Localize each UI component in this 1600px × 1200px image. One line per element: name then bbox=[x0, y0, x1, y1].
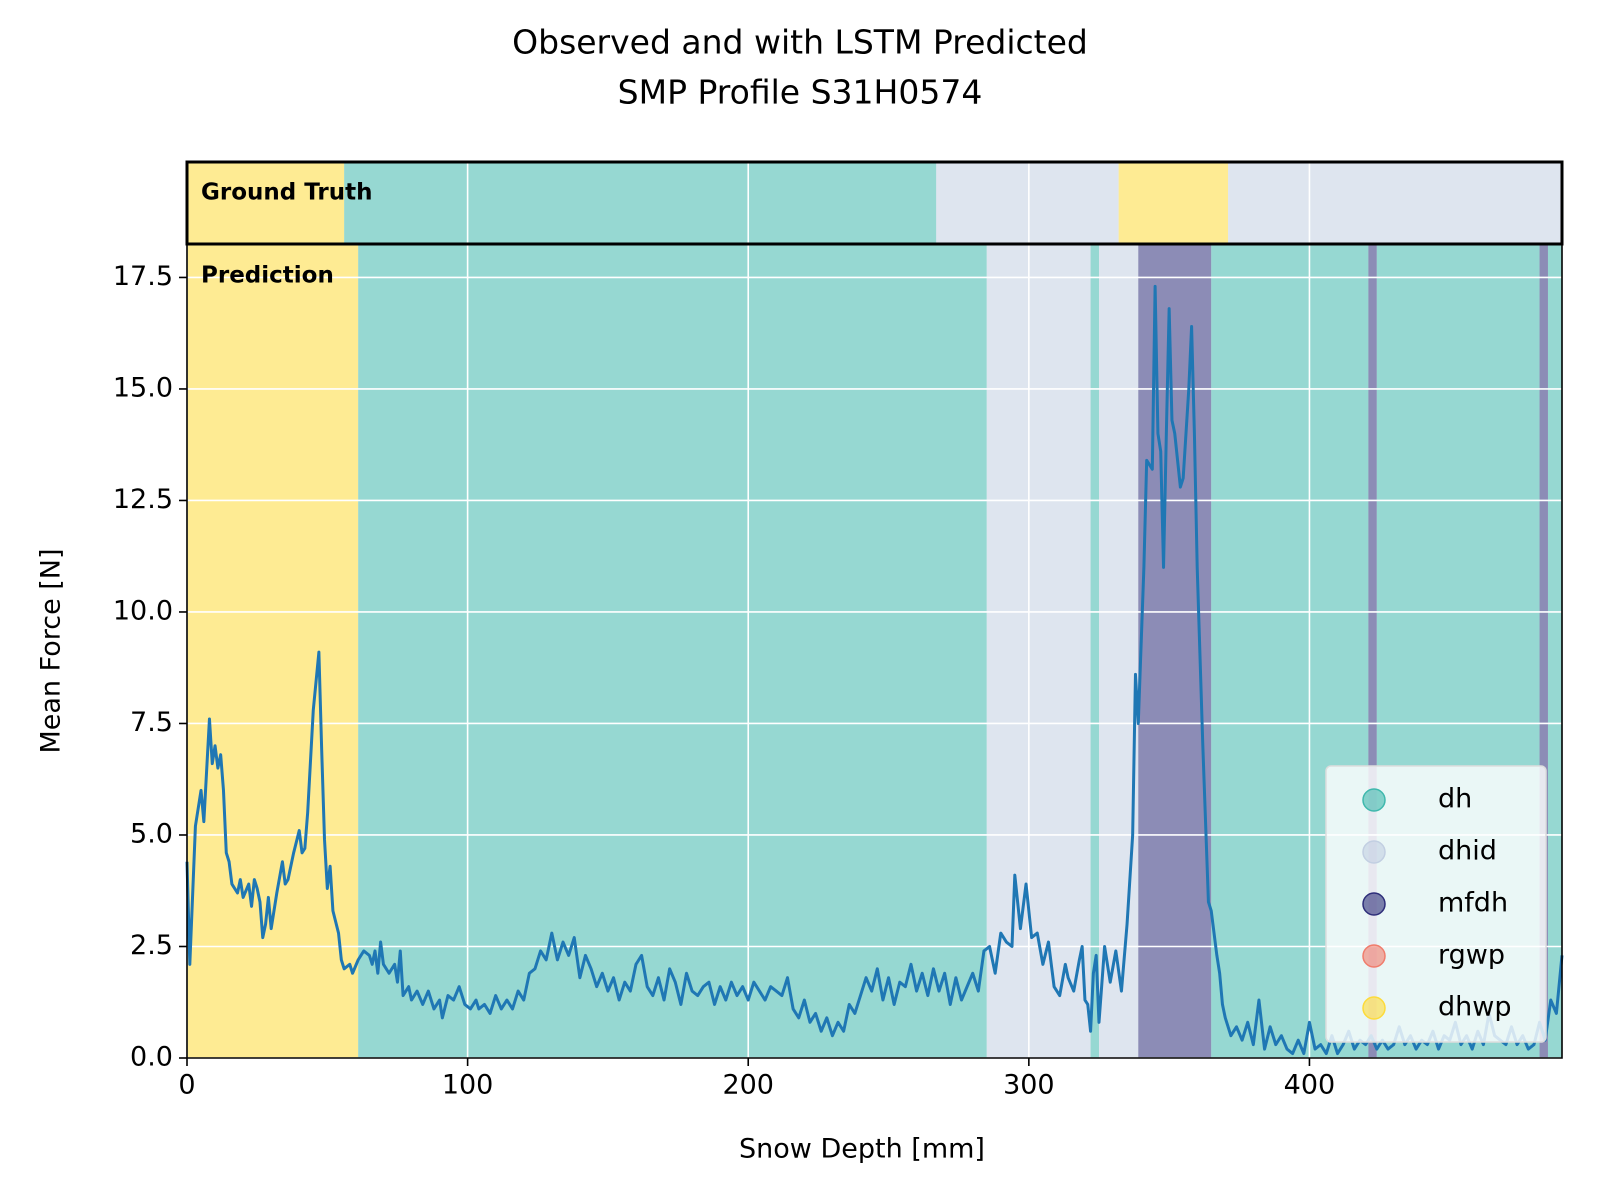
legend-label: dhwp bbox=[1438, 992, 1511, 1023]
class-band bbox=[1547, 244, 1562, 1058]
class-band bbox=[1098, 244, 1139, 1058]
class-band bbox=[344, 162, 937, 244]
y-tick-label: 15.0 bbox=[113, 372, 173, 403]
chart-title: Observed and with LSTM Predicted bbox=[512, 23, 1088, 62]
legend-label: dh bbox=[1438, 784, 1472, 815]
class-band bbox=[358, 244, 987, 1058]
legend-label: mfdh bbox=[1438, 888, 1508, 919]
legend-marker bbox=[1362, 996, 1386, 1020]
y-tick-label: 0.0 bbox=[130, 1042, 173, 1073]
class-band bbox=[187, 162, 345, 244]
chart-subtitle: SMP Profile S31H0574 bbox=[618, 73, 983, 112]
axes-frame bbox=[186, 244, 1563, 1059]
legend-box bbox=[1325, 765, 1547, 1043]
legend-label: rgwp bbox=[1438, 940, 1505, 971]
y-tick-label: 12.5 bbox=[113, 484, 173, 515]
class-band bbox=[1090, 244, 1099, 1058]
x-tick-label: 200 bbox=[722, 1070, 774, 1101]
class-band bbox=[936, 162, 1119, 244]
y-tick-label: 17.5 bbox=[113, 261, 173, 292]
x-tick-label: 400 bbox=[1284, 1070, 1336, 1101]
y-tick-label: 2.5 bbox=[130, 930, 173, 961]
strip-label: Prediction bbox=[201, 263, 334, 289]
strip-frame bbox=[185, 160, 1564, 246]
class-band bbox=[1539, 244, 1548, 1058]
class-band bbox=[187, 244, 359, 1058]
y-tick-label: 10.0 bbox=[113, 595, 173, 626]
y-axis-label: Mean Force [N] bbox=[36, 548, 67, 753]
class-band bbox=[986, 244, 1091, 1058]
class-band bbox=[1368, 244, 1377, 1058]
legend-marker bbox=[1362, 788, 1386, 812]
legend-label: dhid bbox=[1438, 836, 1497, 867]
x-tick-label: 100 bbox=[442, 1070, 494, 1101]
class-band bbox=[1118, 162, 1229, 244]
legend-marker bbox=[1362, 892, 1386, 916]
strip-label: Ground Truth bbox=[201, 180, 373, 206]
y-tick-label: 7.5 bbox=[130, 707, 173, 738]
y-tick-label: 5.0 bbox=[130, 818, 173, 849]
x-axis-label: Snow Depth [mm] bbox=[739, 1134, 985, 1165]
class-band bbox=[1228, 162, 1562, 244]
legend-marker bbox=[1362, 840, 1386, 864]
x-tick-label: 300 bbox=[1003, 1070, 1055, 1101]
x-tick-label: 0 bbox=[178, 1070, 195, 1101]
data-line bbox=[185, 284, 1564, 1056]
legend-marker bbox=[1362, 944, 1386, 968]
